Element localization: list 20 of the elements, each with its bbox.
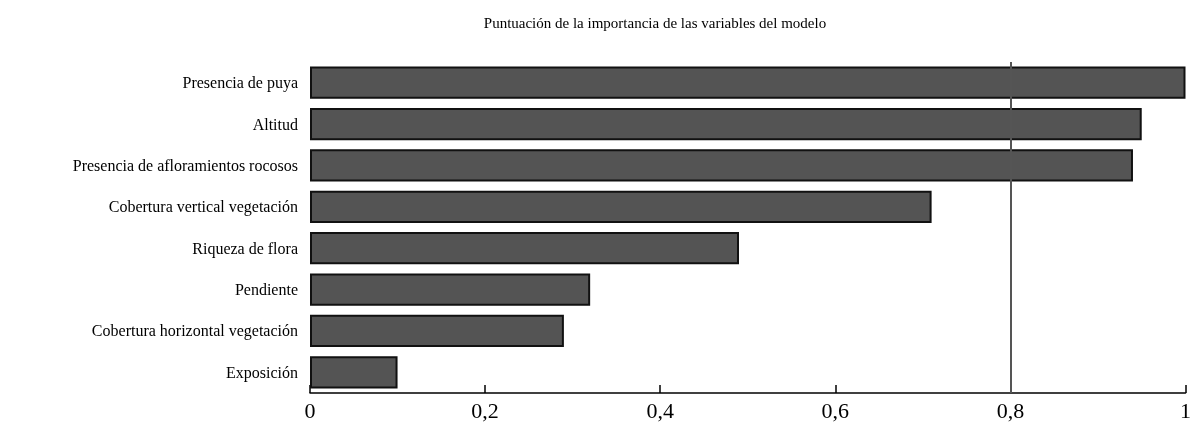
bar xyxy=(310,273,591,306)
x-tick-label: 0 xyxy=(304,397,316,423)
x-tick-label: 0,6 xyxy=(821,397,850,423)
chart-title: Puntuación de la importancia de las variables del modelo xyxy=(483,14,827,31)
x-tick-label: 1 xyxy=(1180,397,1191,423)
y-tick-label: Presencia de afloramientos rocosos xyxy=(72,156,298,174)
y-tick-label: Exposición xyxy=(226,363,298,382)
bar xyxy=(310,190,932,223)
y-tick-label: Pendiente xyxy=(234,281,298,299)
x-tick-label: 0,4 xyxy=(646,397,674,423)
x-tick-label: 0,2 xyxy=(471,397,499,423)
y-tick-label: Altitud xyxy=(252,115,298,133)
y-tick-label: Cobertura horizontal vegetación xyxy=(91,322,298,341)
bar xyxy=(310,232,739,265)
y-tick-label: Presencia de puya xyxy=(182,74,298,93)
bar xyxy=(310,314,564,348)
x-tick-label: 0,8 xyxy=(996,397,1025,423)
y-tick-label: Riqueza de flora xyxy=(192,239,298,258)
bar xyxy=(310,356,398,389)
y-tick-label: Cobertura vertical vegetación xyxy=(108,198,298,217)
